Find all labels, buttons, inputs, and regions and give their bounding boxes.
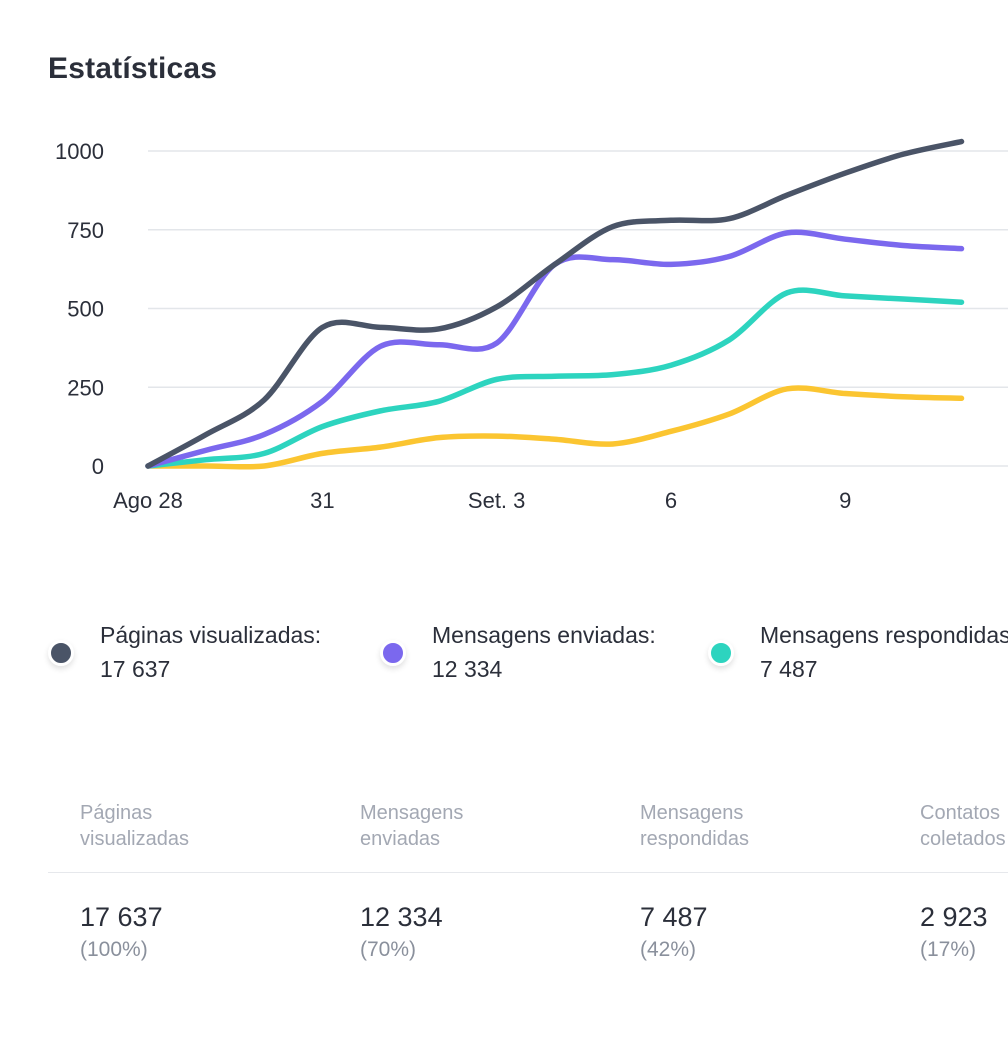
table-header-contatos: Contatos coletados bbox=[920, 802, 1006, 850]
legend-label-paginas: Páginas visualizadas: bbox=[100, 622, 322, 648]
table-cell-enviadas: 12 334 (70%) bbox=[360, 900, 443, 966]
table-header-enviadas: Mensagens enviadas bbox=[360, 802, 464, 850]
table-cell-contatos: 2 923 (17%) bbox=[920, 900, 988, 966]
y-tick-label: 750 bbox=[67, 218, 104, 243]
table-value: 17 637 bbox=[80, 902, 163, 932]
table-cell-respondidas: 7 487 (42%) bbox=[640, 900, 708, 966]
table-percent: (100%) bbox=[80, 938, 148, 961]
legend-value-paginas: 17 637 bbox=[100, 656, 171, 682]
x-tick-label: 9 bbox=[839, 488, 851, 513]
x-tick-label: Ago 28 bbox=[113, 488, 183, 513]
table-divider bbox=[48, 872, 1008, 873]
table-percent: (17%) bbox=[920, 938, 977, 961]
legend-dot-respondidas bbox=[708, 640, 734, 666]
x-tick-label: 31 bbox=[310, 488, 334, 513]
x-tick-label: 6 bbox=[665, 488, 677, 513]
y-tick-label: 500 bbox=[67, 297, 104, 322]
chart-legend: Páginas visualizadas: 17 637 Mensagens e… bbox=[0, 616, 1008, 696]
series-line-mensagens-respondidas bbox=[145, 287, 965, 469]
table-cell-paginas: 17 637 (100%) bbox=[80, 900, 163, 966]
stats-table-row: 17 637 (100%) 12 334 (70%) 7 487 (42%) 2… bbox=[48, 900, 1008, 980]
table-percent: (42%) bbox=[640, 938, 697, 961]
legend-value-respondidas: 7 487 bbox=[760, 656, 818, 682]
table-value: 7 487 bbox=[640, 902, 708, 932]
legend-label-enviadas: Mensagens enviadas: bbox=[432, 622, 656, 648]
x-tick-label: Set. 3 bbox=[468, 488, 525, 513]
legend-dot-enviadas bbox=[380, 640, 406, 666]
table-header-respondidas: Mensagens respondidas bbox=[640, 802, 749, 850]
legend-value-enviadas: 12 334 bbox=[432, 656, 503, 682]
page-title: Estatísticas bbox=[48, 52, 218, 85]
y-tick-label: 1000 bbox=[55, 139, 104, 164]
legend-label-respondidas: Mensagens respondidas: bbox=[760, 622, 1008, 648]
y-tick-label: 0 bbox=[92, 454, 104, 479]
series-line-contatos-coletados bbox=[145, 385, 965, 470]
table-value: 2 923 bbox=[920, 902, 988, 932]
y-tick-label: 250 bbox=[67, 375, 104, 400]
legend-dot-paginas bbox=[48, 640, 74, 666]
table-percent: (70%) bbox=[360, 938, 417, 961]
table-header-paginas: Páginas visualizadas bbox=[80, 802, 189, 850]
series-line-p-ginas-visualizadas bbox=[145, 138, 965, 469]
table-value: 12 334 bbox=[360, 902, 443, 932]
stats-table-header: Páginas visualizadas Mensagens enviadas … bbox=[48, 800, 1008, 872]
